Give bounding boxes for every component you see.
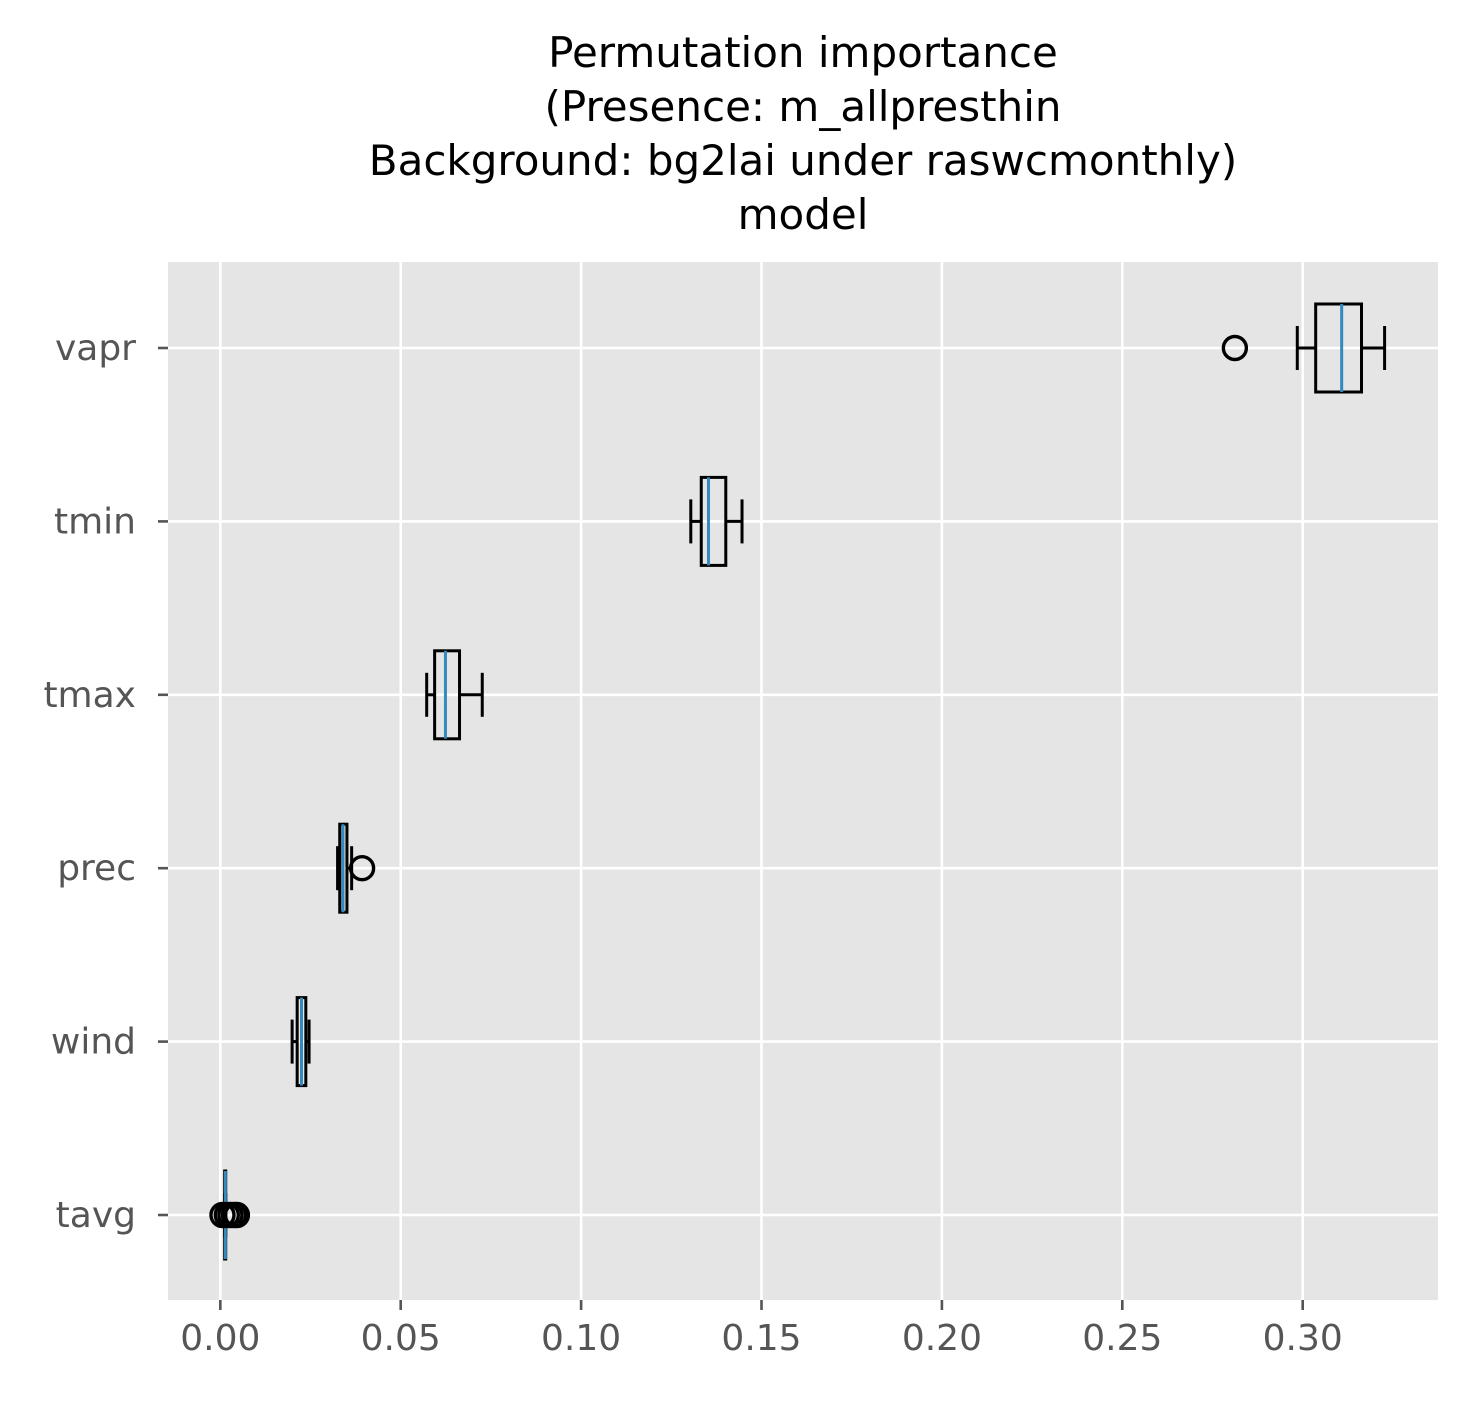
x-tick-label: 0.00 [180, 1318, 260, 1359]
x-tick-label: 0.05 [361, 1318, 441, 1359]
outlier-point [348, 855, 376, 882]
chart-title-line: model [737, 190, 869, 239]
x-tick-label: 0.20 [902, 1318, 982, 1359]
x-tick-label: 0.25 [1082, 1318, 1162, 1359]
grid-lines [168, 262, 1438, 1300]
box-tmin [689, 475, 744, 567]
box-prec [336, 822, 376, 914]
axes: 0.00 0.05 0.10 0.15 0.20 0.25 0.30 vapr tmin tmax… [43, 328, 1342, 1359]
outlier-point [1221, 334, 1249, 362]
y-tick-label: wind [51, 1022, 136, 1063]
x-tick-label: 0.30 [1263, 1318, 1343, 1359]
chart-title-line: Permutation importance [548, 28, 1058, 77]
boxes [209, 302, 1387, 1261]
box-vapr [1221, 302, 1387, 394]
chart-title: Permutation importance (Presence: m_allp… [168, 26, 1438, 242]
box-iqr [1314, 302, 1364, 394]
y-tick-label: tavg [56, 1195, 136, 1236]
y-tick-label: tmin [54, 501, 136, 542]
chart-title-line: Background: bg2lai under raswcmonthly) [368, 136, 1238, 185]
x-tick-label: 0.10 [541, 1318, 621, 1359]
box-tavg [209, 1169, 251, 1261]
box-wind [290, 996, 311, 1088]
y-tick-label: prec [57, 848, 136, 889]
x-tick-label: 0.15 [721, 1318, 801, 1359]
outlier-point [223, 1201, 251, 1229]
box-tmax [425, 649, 484, 741]
y-tick-label: tmax [43, 675, 136, 716]
box-iqr [433, 649, 462, 741]
box-iqr [699, 475, 728, 567]
chart-title-line: (Presence: m_allpresthin [544, 82, 1062, 131]
plot-area [168, 262, 1438, 1300]
y-tick-label: vapr [55, 328, 136, 369]
